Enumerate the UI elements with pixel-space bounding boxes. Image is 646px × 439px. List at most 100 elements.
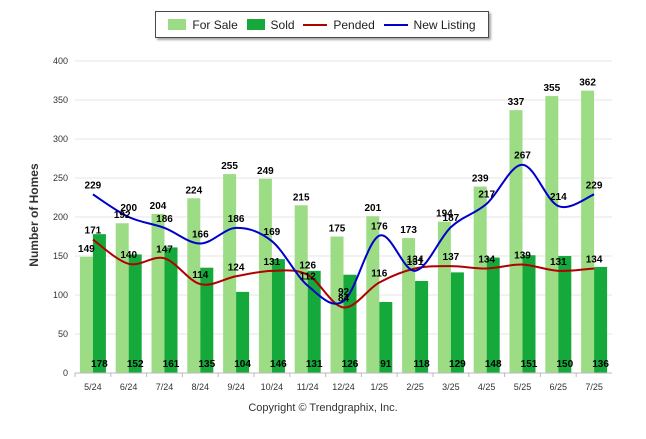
bar-for-sale (294, 205, 308, 373)
x-tick-label: 11/24 (297, 382, 319, 392)
data-label-new-listing: 187 (443, 213, 460, 224)
legend-swatch-for-sale (168, 19, 187, 30)
bar-for-sale (366, 216, 380, 373)
copyright-text: Copyright © Trendgraphix, Inc. (248, 402, 398, 414)
data-label-for-sale: 239 (472, 174, 489, 185)
data-label-for-sale: 173 (400, 225, 417, 236)
x-tick-label: 4/25 (478, 382, 496, 392)
bar-sold (200, 267, 214, 373)
bar-sold (450, 272, 464, 373)
data-label-sold: 126 (342, 359, 359, 370)
data-label-for-sale: 201 (364, 203, 381, 214)
data-label-for-sale: 175 (329, 224, 346, 235)
bar-sold (164, 247, 178, 373)
legend-label-sold: Sold (270, 17, 295, 32)
legend-item-new-listing[interactable]: New Listing (383, 17, 476, 32)
x-tick-label: 2/25 (406, 382, 424, 392)
data-label-new-listing: 229 (586, 180, 603, 191)
x-tick-label: 6/24 (120, 382, 138, 392)
data-label-new-listing: 112 (300, 272, 317, 283)
data-label-for-sale: 355 (543, 83, 560, 94)
data-label-new-listing: 217 (478, 190, 495, 201)
legend-item-for-sale[interactable]: For Sale (168, 18, 238, 32)
y-axis-title: Number of Homes (27, 163, 41, 267)
data-label-new-listing: 214 (550, 192, 567, 203)
legend-item-sold[interactable]: Sold (246, 17, 295, 32)
data-label-pended: 134 (586, 254, 603, 265)
bar-for-sale (545, 96, 559, 373)
data-label-pended: 139 (514, 251, 531, 262)
x-tick-label: 8/24 (192, 382, 210, 392)
data-label-pended: 124 (228, 262, 245, 273)
legend-swatch-new-listing (383, 23, 408, 26)
data-label-sold: 104 (234, 359, 251, 370)
bar-sold (594, 266, 608, 373)
bar-sold (379, 302, 393, 373)
bar-sold (92, 234, 106, 373)
bar-for-sale (258, 178, 272, 373)
data-label-for-sale: 149 (78, 244, 95, 255)
y-tick-label: 150 (53, 251, 68, 261)
data-label-sold: 118 (414, 359, 431, 370)
data-label-for-sale: 215 (293, 192, 310, 203)
data-label-new-listing: 200 (120, 203, 137, 214)
y-tick-label: 300 (53, 134, 68, 144)
data-label-for-sale: 204 (150, 201, 167, 212)
legend-item-pended[interactable]: Pended (303, 18, 375, 32)
bar-for-sale (187, 198, 201, 373)
bar-for-sale (223, 174, 237, 373)
bar-sold (522, 255, 536, 373)
data-label-pended: 134 (407, 254, 424, 265)
data-label-sold: 151 (521, 359, 538, 370)
legend-swatch-pended (303, 23, 328, 26)
bar-for-sale (509, 110, 523, 373)
bar-for-sale (437, 221, 451, 373)
x-tick-label: 7/24 (156, 382, 174, 392)
bar-sold (307, 270, 321, 373)
data-label-sold: 152 (127, 359, 144, 370)
data-label-pended: 171 (85, 226, 102, 237)
data-label-sold: 91 (380, 359, 392, 370)
data-label-sold: 129 (449, 359, 466, 370)
y-tick-label: 50 (58, 329, 68, 339)
x-tick-label: 10/24 (261, 382, 284, 392)
legend-label-new-listing: New Listing (413, 17, 476, 32)
bar-for-sale (151, 213, 165, 373)
bar-for-sale (581, 90, 595, 373)
data-label-for-sale: 192 (114, 210, 131, 221)
data-label-pended: 116 (371, 269, 388, 280)
bar-for-sale (79, 256, 93, 373)
y-tick-label: 350 (53, 95, 68, 105)
data-label-sold: 135 (198, 359, 215, 370)
data-label-for-sale: 249 (257, 166, 274, 177)
data-label-new-listing: 186 (156, 214, 173, 225)
data-label-pended: 114 (192, 270, 209, 281)
x-tick-label: 12/24 (332, 382, 355, 392)
y-tick-label: 250 (53, 173, 68, 183)
line-new-listing (92, 163, 595, 305)
data-label-sold: 131 (306, 359, 323, 370)
x-tick-label: 5/25 (514, 382, 532, 392)
legend-swatch-sold (246, 19, 265, 30)
x-tick-label: 6/25 (550, 382, 568, 392)
data-label-new-listing: 186 (228, 214, 245, 225)
data-label-for-sale: 194 (436, 209, 453, 220)
legend: For Sale Sold Pended New Listing (155, 11, 489, 38)
data-label-sold: 150 (556, 359, 573, 370)
bar-sold (128, 254, 142, 373)
bar-for-sale (473, 186, 487, 373)
data-label-new-listing: 92 (338, 287, 350, 298)
data-label-for-sale: 337 (508, 97, 525, 108)
bar-sold (415, 280, 429, 373)
bar-sold (486, 257, 500, 373)
data-label-new-listing: 267 (514, 151, 531, 162)
bar-for-sale (115, 223, 129, 373)
data-label-pended: 126 (299, 261, 316, 272)
bar-sold (236, 291, 250, 373)
y-tick-label: 400 (53, 56, 68, 66)
x-tick-label: 7/25 (585, 382, 603, 392)
x-tick-label: 5/24 (84, 382, 102, 392)
bar-sold (558, 256, 572, 373)
